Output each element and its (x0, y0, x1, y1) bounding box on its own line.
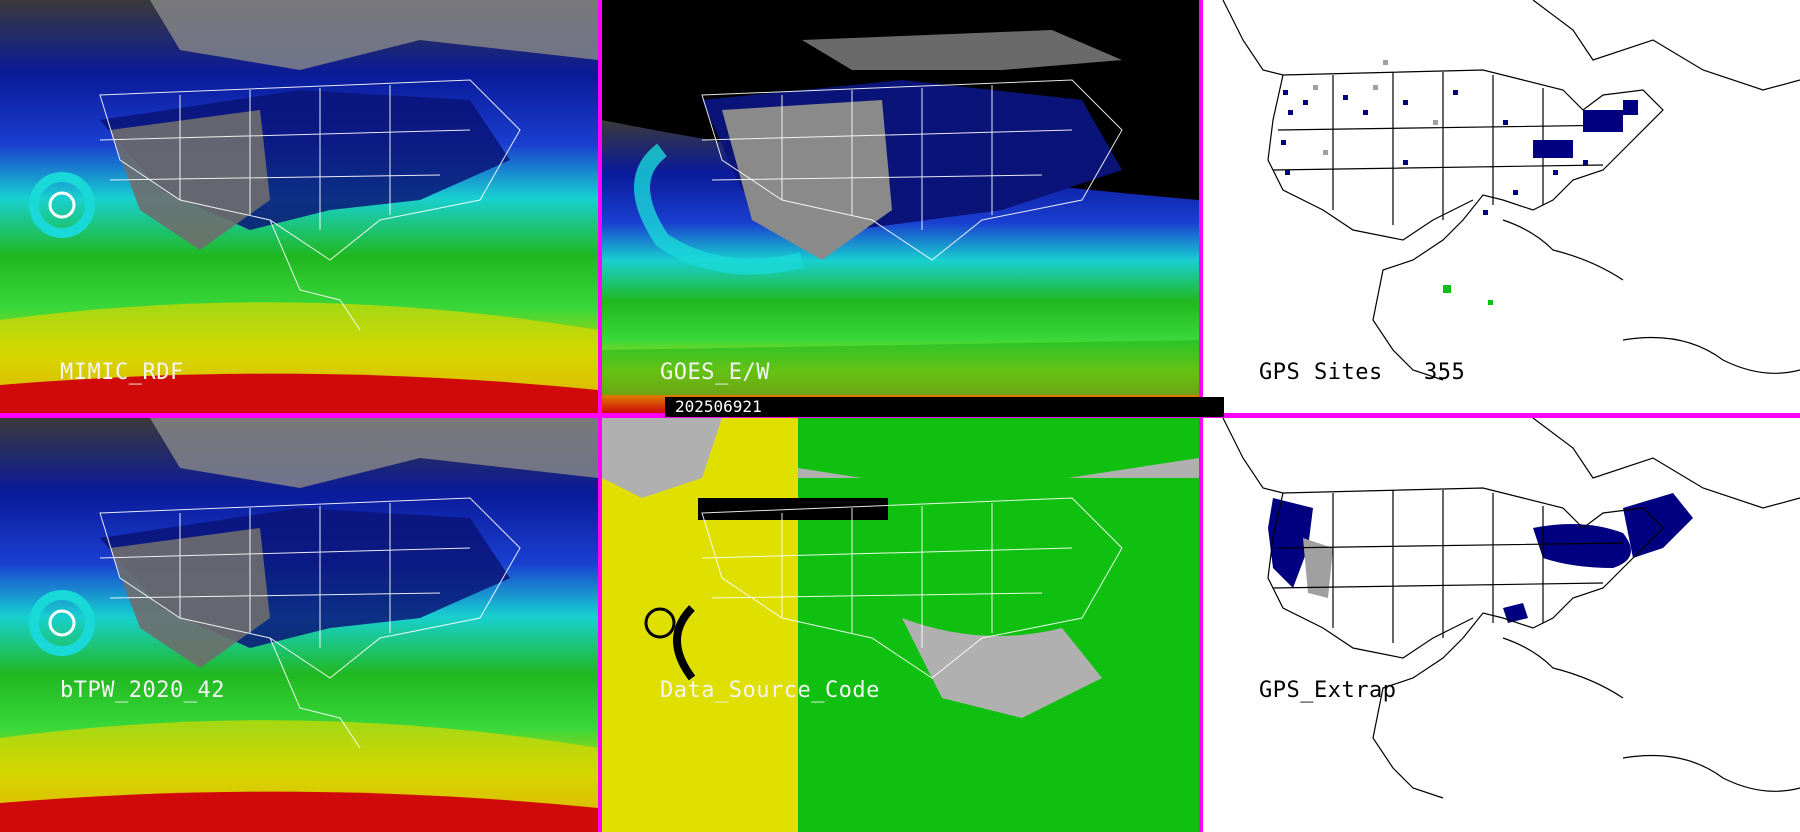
btpw-map (0, 418, 598, 832)
panel-label: GPS_Extrap (1259, 678, 1397, 703)
panel-label: Data_Source_Code (660, 678, 880, 703)
data-source-code-panel: Data_Source_Code (602, 418, 1199, 832)
btpw-panel: bTPW_2020_42 (0, 418, 598, 832)
gps-site-markers (1281, 90, 1638, 215)
panel-label: bTPW_2020_42 (60, 678, 225, 703)
gps-sites-panel: GPS Sites 355 (1203, 0, 1800, 413)
gps-sites-map (1203, 0, 1800, 413)
mimic-rdf-panel: MIMIC_RDF (0, 0, 598, 413)
panel-label: GPS Sites (1259, 360, 1383, 385)
timestamp-bar: 202506921 (665, 397, 1224, 417)
gps-extrap-panel: GPS_Extrap (1203, 418, 1800, 832)
divider-vertical-left (598, 0, 602, 832)
panel-label: GOES_E/W (660, 360, 770, 385)
timestamp-text: 202506921 (675, 397, 762, 416)
goes-ew-panel: GOES_E/W (602, 0, 1199, 413)
goes-map (602, 0, 1199, 413)
gps-site-count: 355 (1424, 360, 1466, 385)
tpw-map (0, 0, 598, 413)
gps-extrap-map (1203, 418, 1800, 832)
data-source-map (602, 418, 1199, 832)
panel-label: MIMIC_RDF (60, 360, 184, 385)
